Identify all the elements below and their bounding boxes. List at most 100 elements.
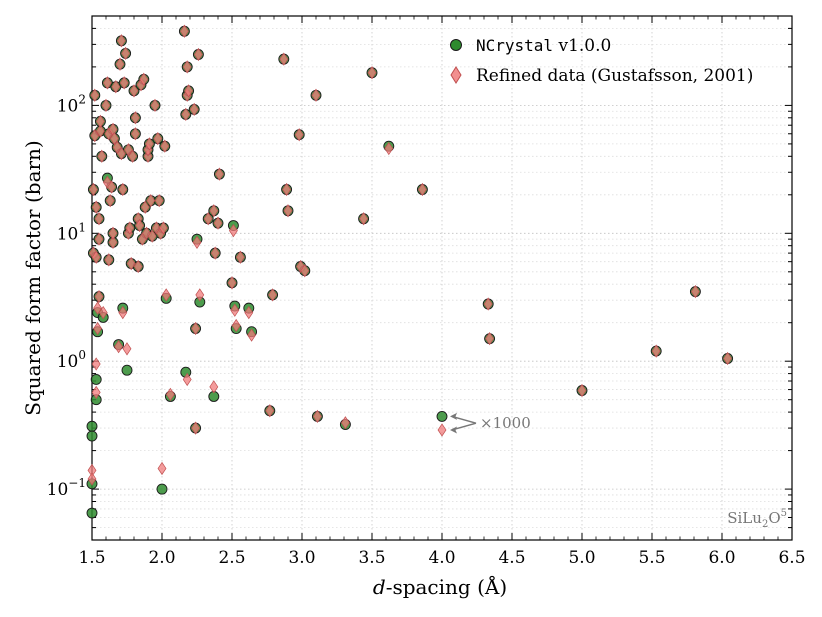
refined-point: [483, 297, 493, 311]
refined-point: [123, 143, 133, 157]
legend-label-ncrystal-rest: v1.0.0: [553, 36, 611, 56]
refined-point: [125, 221, 135, 235]
refined-point: [115, 57, 125, 71]
refined-point: [165, 387, 175, 402]
y-tick-label: 100: [57, 348, 86, 372]
data-points: [86, 24, 734, 519]
refined-point: [105, 194, 115, 208]
refined-point: [153, 131, 163, 146]
refined-point: [133, 259, 143, 274]
refined-point: [101, 98, 111, 113]
refined-point: [116, 146, 126, 161]
refined-point: [417, 182, 427, 197]
refined-point: [114, 339, 124, 354]
refined-point: [108, 226, 118, 240]
refined-point: [94, 212, 104, 226]
x-tick-label: 1.5: [78, 548, 105, 568]
refined-point: [94, 289, 104, 304]
refined-point: [94, 232, 104, 246]
refined-point: [111, 80, 121, 94]
refined-point: [116, 34, 126, 48]
refined-point: [311, 88, 321, 102]
refined-point: [154, 194, 164, 208]
plot-frame: [91, 15, 793, 541]
refined-point: [279, 52, 289, 66]
refined-point: [265, 404, 275, 418]
x-tick-label: 2.5: [218, 548, 245, 568]
refined-point: [107, 180, 117, 194]
refined-point: [150, 98, 160, 113]
x-tick-label: 3.0: [288, 548, 315, 568]
refined-point: [160, 139, 170, 153]
refined-point: [195, 288, 205, 302]
refined-point: [90, 129, 100, 143]
refined-point: [189, 102, 199, 117]
x-tick-label: 6.5: [778, 548, 805, 568]
refined-point: [231, 318, 241, 333]
x-tick-label: 4.5: [498, 548, 525, 568]
refined-point: [119, 76, 129, 90]
y-tick-label-base: 10: [57, 224, 79, 244]
x-tick-label: 5.0: [568, 548, 595, 568]
ncrystal-point: [90, 373, 102, 385]
refined-point: [192, 235, 202, 249]
refined-point: [227, 276, 237, 290]
refined-point: [485, 332, 495, 346]
refined-point: [135, 218, 145, 233]
refined-point: [147, 229, 157, 243]
refined-point: [651, 344, 661, 358]
formula-part-silu: SiLu: [727, 509, 762, 527]
refined-point: [359, 212, 369, 226]
refined-point: [95, 114, 105, 129]
ncrystal-point: [121, 364, 133, 376]
x-tick-label: 6.0: [708, 548, 735, 568]
refined-point: [122, 342, 132, 356]
refined-point: [437, 423, 447, 437]
refined-point: [367, 66, 377, 80]
refined-point: [181, 107, 191, 122]
refined-point: [88, 182, 98, 197]
y-axis-title: Squared form factor (barn): [21, 140, 45, 416]
refined-point: [230, 303, 240, 317]
refined-point: [102, 76, 112, 90]
refined-point: [214, 167, 224, 181]
legend-label-ncrystal-mono: NCrystal: [476, 36, 553, 55]
refined-point: [182, 372, 192, 387]
ncrystal-point: [86, 420, 98, 432]
x-tick-label: 3.5: [358, 548, 385, 568]
refined-point: [203, 212, 213, 226]
refined-point: [235, 250, 245, 264]
refined-point: [93, 301, 103, 315]
refined-point: [283, 204, 293, 218]
y-tick-label: 101: [57, 220, 86, 244]
refined-point: [157, 461, 167, 476]
annotation-arrowhead: [450, 426, 457, 434]
refined-point: [161, 288, 171, 302]
refined-point: [109, 131, 119, 146]
refined-point: [340, 416, 350, 430]
refined-point: [209, 204, 219, 218]
x-axis-title-rest: -spacing (Å): [386, 574, 507, 599]
ncrystal-point: [436, 410, 448, 422]
refined-point: [158, 221, 168, 235]
refined-point: [91, 385, 101, 400]
refined-point: [690, 284, 700, 299]
formula-sup: 5: [781, 508, 787, 519]
material-formula-watermark: SiLu2O5: [727, 508, 787, 530]
refined-point: [228, 223, 238, 238]
refined-point: [210, 246, 220, 260]
refined-point: [213, 216, 223, 230]
y-tick-label-exp: 1: [78, 220, 86, 234]
y-tick-label: 102: [57, 92, 86, 116]
refined-point: [130, 111, 140, 125]
refined-point: [91, 357, 101, 371]
refined-point: [93, 321, 103, 336]
legend-marker-refined: [450, 66, 462, 84]
refined-point: [384, 141, 394, 156]
refined-point: [98, 305, 108, 320]
refined-point: [129, 84, 139, 98]
refined-point: [87, 472, 97, 486]
refined-point: [130, 127, 140, 141]
x-tick-label: 4.0: [428, 548, 455, 568]
annotation: ×1000: [450, 412, 531, 434]
